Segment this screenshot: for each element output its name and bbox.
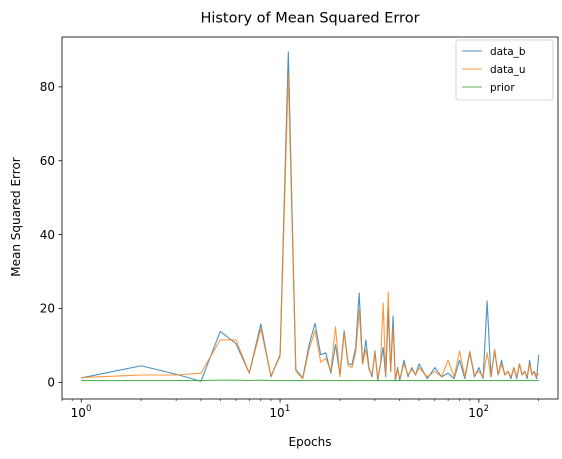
x-tick-label: 10 (468, 406, 483, 420)
x-tick-exponent: 0 (86, 404, 91, 414)
series-layer (81, 51, 540, 382)
plot-area (61, 36, 559, 400)
legend-box (455, 39, 554, 101)
legend-label-data_b: data_b (490, 46, 526, 58)
x-axis: 10 0 10 1 10 2 (61, 399, 540, 420)
legend-label-data_u: data_u (490, 64, 526, 76)
x-tick-label: 10 (269, 406, 284, 420)
y-tick-label: 80 (40, 80, 55, 94)
y-tick-label: 40 (40, 228, 55, 242)
series-line-data_u (81, 73, 540, 380)
x-tick-label: 10 (71, 406, 86, 420)
y-tick-label: 0 (47, 376, 55, 390)
legend-label-prior: prior (490, 82, 515, 94)
chart-title: History of Mean Squared Error (200, 11, 419, 27)
y-tick-label: 20 (40, 302, 55, 316)
x-tick-exponent: 1 (285, 404, 290, 414)
x-tick-exponent: 2 (484, 404, 489, 414)
series-line-data_b (81, 51, 540, 382)
x-axis-label: Epochs (289, 435, 332, 449)
y-axis: 0 20 40 60 80 (40, 80, 62, 390)
y-axis-label: Mean Squared Error (9, 157, 23, 277)
y-tick-label: 60 (40, 154, 55, 168)
